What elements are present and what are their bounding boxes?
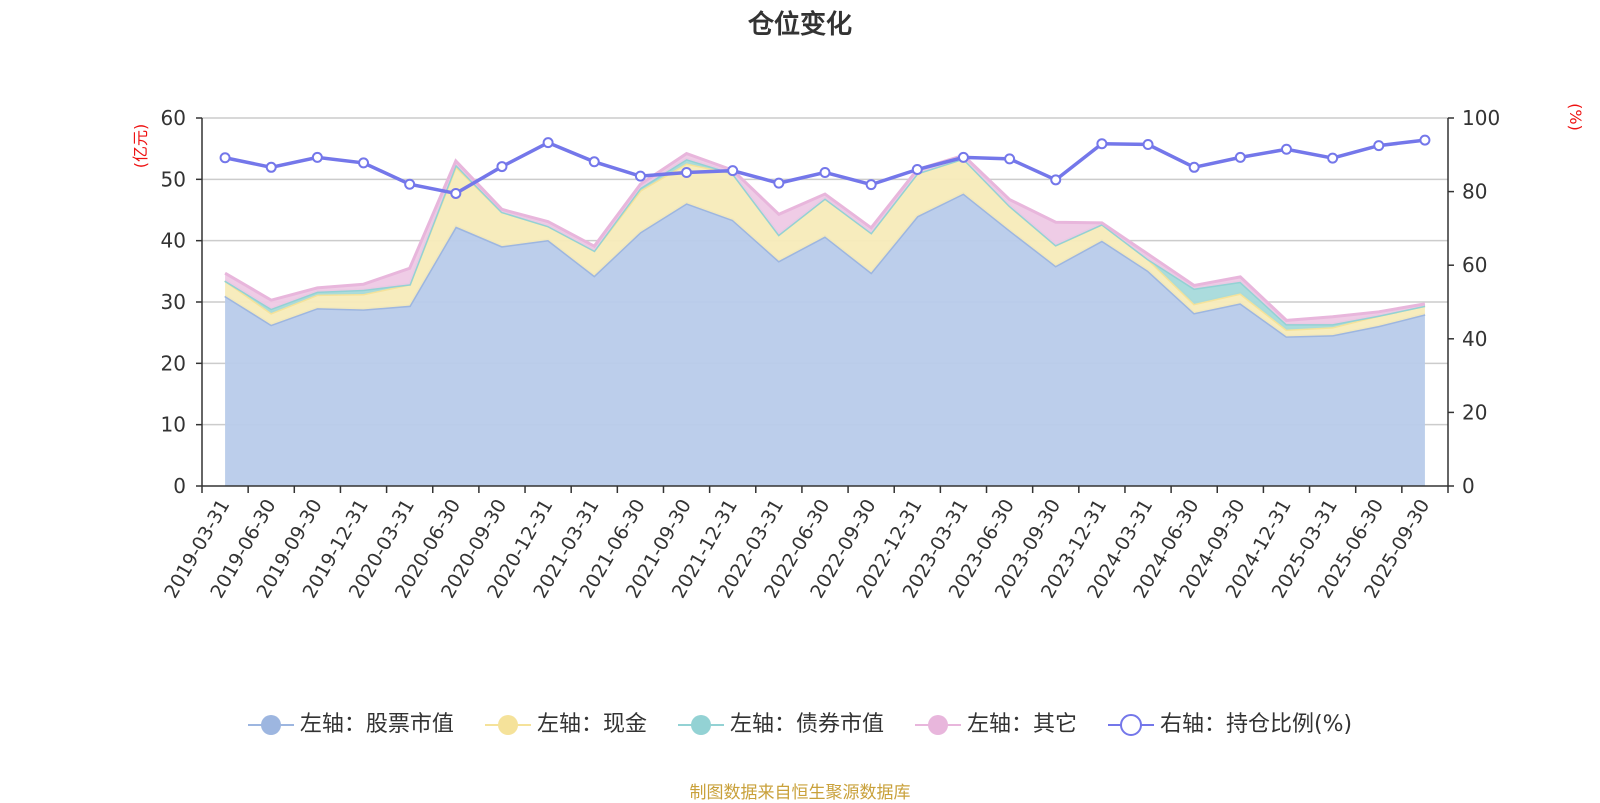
legend-label-bond: 左轴：债券市值 xyxy=(729,712,884,737)
ratio-point xyxy=(727,165,739,177)
ratio-point xyxy=(911,164,923,176)
legend-other-icon xyxy=(914,715,961,735)
ratio-point xyxy=(1188,161,1200,173)
ratio-point xyxy=(1373,140,1385,152)
ratio-point xyxy=(450,187,462,199)
legend-label-other: 左轴：其它 xyxy=(966,712,1077,737)
ratio-point xyxy=(773,177,785,189)
ratio-point xyxy=(957,151,969,163)
ratio-point xyxy=(1280,143,1292,155)
legend-cash-icon xyxy=(484,715,531,735)
legend-item-other[interactable]: 左轴：其它 xyxy=(914,706,1077,738)
ratio-point xyxy=(404,178,416,190)
source-note: 制图数据来自恒生聚源数据库 xyxy=(689,783,911,803)
legend-item-stock[interactable]: 左轴：股票市值 xyxy=(247,706,454,738)
ratio-point xyxy=(311,151,323,163)
legend-item-bond[interactable]: 左轴：债券市值 xyxy=(677,706,884,738)
legend-ratio-icon xyxy=(1107,714,1154,736)
ratio-point xyxy=(542,137,554,149)
legend-label-ratio: 右轴：持仓比例(%) xyxy=(1159,712,1353,737)
ratio-point xyxy=(1142,138,1154,150)
ratio-point xyxy=(1234,151,1246,163)
ratio-point xyxy=(219,152,231,164)
ratio-point xyxy=(1050,174,1062,186)
ratio-point xyxy=(681,166,693,178)
ratio-point xyxy=(1327,152,1339,164)
ratio-line xyxy=(219,134,1431,199)
ratio-point xyxy=(588,156,600,168)
ratio-point xyxy=(865,179,877,191)
left-tick-label: 40 xyxy=(161,229,186,253)
right-tick-label: 60 xyxy=(1462,253,1487,277)
legend-item-cash[interactable]: 左轴：现金 xyxy=(484,706,647,738)
left-tick-label: 60 xyxy=(161,106,186,130)
ratio-point xyxy=(1004,153,1016,165)
right-tick-label: 40 xyxy=(1462,327,1487,351)
left-axis-unit: (亿元) xyxy=(131,124,150,169)
area-series-edge-2 xyxy=(224,156,1426,326)
left-tick-label: 30 xyxy=(161,290,186,314)
left-tick-label: 10 xyxy=(161,413,186,437)
legend-item-ratio[interactable]: 右轴：持仓比例(%) xyxy=(1107,706,1353,738)
ratio-point xyxy=(1096,138,1108,150)
legend-label-stock: 左轴：股票市值 xyxy=(299,712,454,737)
stacked-areas xyxy=(224,151,1426,486)
left-tick-label: 0 xyxy=(173,474,186,498)
area-series-0 xyxy=(225,193,1425,486)
ratio-point xyxy=(496,161,508,173)
ratio-point xyxy=(265,161,277,173)
ratio-point xyxy=(819,166,831,178)
left-tick-label: 50 xyxy=(161,167,186,191)
legend: 左轴：股票市值 左轴：现金 左轴：债券市值 左轴：其它 右轴：持仓比例(%) xyxy=(0,706,1600,738)
ratio-point xyxy=(358,157,370,169)
area-series-edge-3 xyxy=(224,151,1426,322)
right-tick-label: 100 xyxy=(1462,106,1500,130)
chart-area: 01020304050600204060801002019-03-312019-… xyxy=(131,103,1585,602)
right-tick-label: 80 xyxy=(1462,180,1487,204)
ratio-point xyxy=(1419,134,1431,146)
ratio-point xyxy=(634,170,646,182)
left-tick-label: 20 xyxy=(161,351,186,375)
legend-label-cash: 左轴：现金 xyxy=(536,712,647,737)
right-axis-unit: (%) xyxy=(1566,103,1585,131)
chart-title: 仓位变化 xyxy=(747,10,852,40)
right-tick-label: 20 xyxy=(1462,400,1487,424)
right-tick-label: 0 xyxy=(1462,474,1475,498)
legend-stock-icon xyxy=(247,715,294,735)
legend-bond-icon xyxy=(677,715,724,735)
